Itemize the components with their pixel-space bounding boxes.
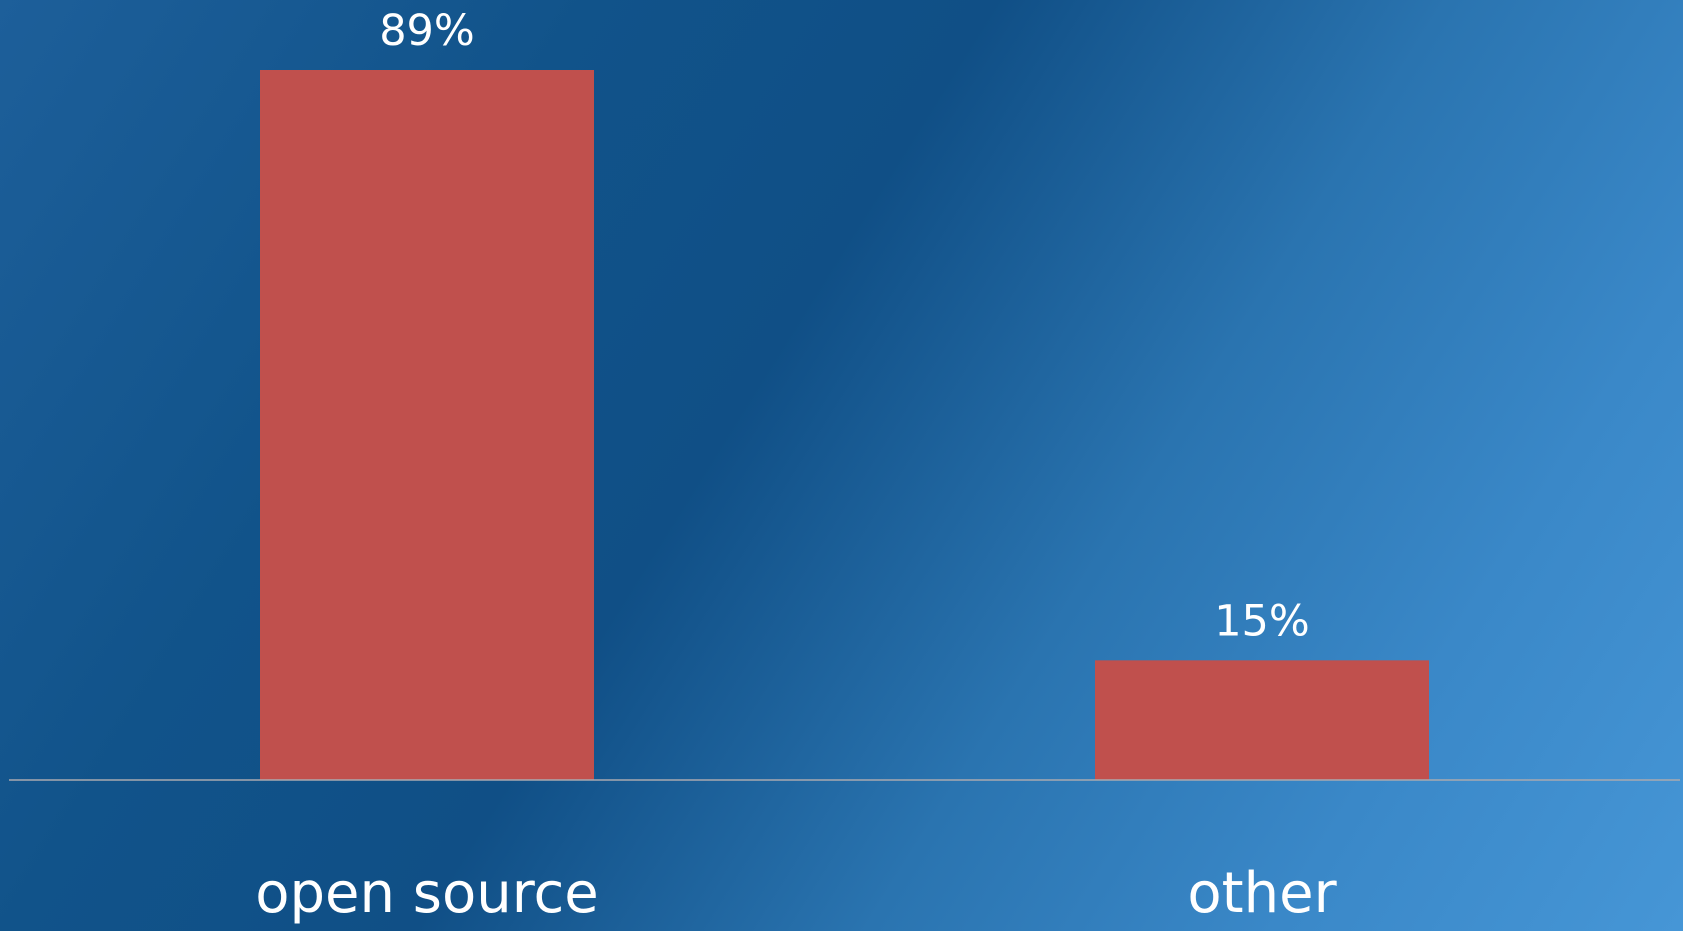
bar-other	[1095, 660, 1429, 780]
value-label-open-source: 89%	[379, 6, 475, 56]
category-label-open-source: open source	[255, 861, 599, 926]
value-label-other: 15%	[1214, 596, 1310, 646]
category-labels-group: open source other	[255, 861, 1337, 926]
category-label-other: other	[1187, 861, 1337, 926]
bars-group	[260, 70, 1429, 780]
value-labels-group: 89% 15%	[379, 6, 1310, 646]
bar-open-source	[260, 70, 594, 780]
